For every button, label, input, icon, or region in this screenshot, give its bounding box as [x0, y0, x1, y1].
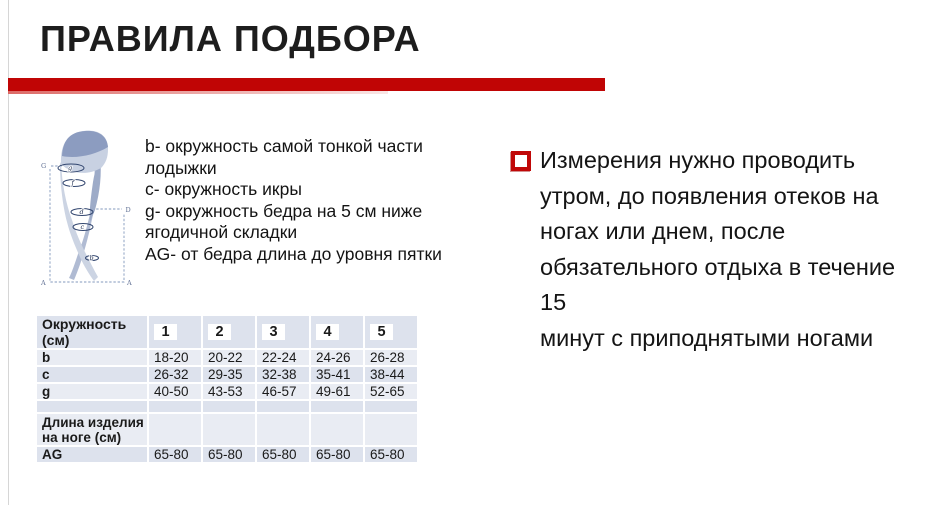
- front-leg-shape: [60, 162, 98, 281]
- note-text: Измерения нужно проводить утром, до появ…: [540, 143, 906, 356]
- band-label-b: b: [90, 254, 94, 262]
- empty-cell: [363, 399, 419, 414]
- corner-label-A-left: A: [40, 279, 46, 287]
- note-line: минут с приподнятыми ногами: [540, 324, 874, 351]
- empty-cell: [255, 412, 311, 447]
- size-header-cell: 3: [255, 314, 311, 350]
- title-accent-bar: [8, 78, 605, 91]
- empty-cell: [147, 399, 203, 414]
- cell: 65-80: [147, 445, 203, 464]
- size-header-cell: 5: [363, 314, 419, 350]
- row-label: c: [35, 365, 149, 384]
- table-row-spacer: [35, 399, 419, 414]
- empty-cell: [35, 399, 149, 414]
- table-row-g: g 40-50 43-53 46-57 49-61 52-65: [35, 382, 419, 401]
- definition-line: g- окружность бедра на 5 см ниже: [145, 200, 423, 221]
- size-header-cell: 4: [309, 314, 365, 350]
- cell: 24-26: [309, 348, 365, 367]
- table-row-length-header: Длина изделия на ноге (см): [35, 412, 419, 447]
- cell: 38-44: [363, 365, 419, 384]
- cell: 65-80: [255, 445, 311, 464]
- definition-line: c- окружность икры: [145, 179, 302, 199]
- band-letters: g f d c b: [67, 163, 94, 263]
- empty-cell: [147, 412, 203, 447]
- title-accent-bar-shadow: [8, 91, 388, 94]
- cell: 20-22: [201, 348, 257, 367]
- cell: 26-32: [147, 365, 203, 384]
- empty-cell: [255, 399, 311, 414]
- cell: 46-57: [255, 382, 311, 401]
- cell: 29-35: [201, 365, 257, 384]
- corner-label-A-right: A: [126, 279, 132, 287]
- note-line: утром, до появления отеков на: [540, 182, 879, 209]
- cell: 49-61: [309, 382, 365, 401]
- size-number: 1: [154, 324, 177, 340]
- row-label: b: [35, 348, 149, 367]
- legs-diagram-svg: g f d c b G D A A: [40, 130, 132, 287]
- leg-measurement-diagram: g f d c b G D A A: [38, 124, 148, 292]
- slide-edge-line: [8, 0, 9, 505]
- definition-line: b- окружность самой тонкой части: [145, 136, 423, 156]
- note-line: Измерения нужно проводить: [540, 147, 856, 173]
- size-number: 4: [316, 324, 339, 340]
- cell: 65-80: [201, 445, 257, 464]
- cell: 65-80: [309, 445, 365, 464]
- size-number: 2: [208, 324, 231, 340]
- empty-cell: [201, 399, 257, 414]
- page-title: ПРАВИЛА ПОДБОРА: [40, 18, 421, 59]
- size-header-cell: 1: [147, 314, 203, 350]
- note-line: обязательного отдыха в течение 15: [540, 253, 896, 316]
- row-label: g: [35, 382, 149, 401]
- row-label: Длина изделия на ноге (см): [35, 412, 149, 447]
- leg-shading: [89, 156, 101, 222]
- measurement-definitions: b- окружность самой тонкой части лодыжки…: [145, 136, 445, 265]
- cell: 40-50: [147, 382, 203, 401]
- measurement-note: Измерения нужно проводить утром, до появ…: [511, 143, 906, 356]
- band-label-c: c: [81, 223, 85, 231]
- square-bullet-icon: [511, 151, 531, 171]
- definition-line: лодыжки: [145, 157, 217, 178]
- table-row-c: c 26-32 29-35 32-38 35-41 38-44: [35, 365, 419, 384]
- cell: 22-24: [255, 348, 311, 367]
- hip-shade-shape: [62, 130, 108, 157]
- cell: 35-41: [309, 365, 365, 384]
- definition-line: ягодичной складки: [145, 222, 298, 242]
- band-label-f: f: [71, 179, 76, 187]
- cell: 52-65: [363, 382, 419, 401]
- row-label: AG: [35, 445, 149, 464]
- band-label-d: d: [80, 208, 84, 216]
- definition-line: AG- от бедра длина до уровня пятки: [145, 243, 442, 264]
- measurement-bands: [57, 163, 99, 261]
- size-number: 3: [262, 324, 285, 340]
- corner-letters: G D A A: [40, 162, 132, 287]
- table-row-b: b 18-20 20-22 22-24 24-26 26-28: [35, 348, 419, 367]
- cell: 65-80: [363, 445, 419, 464]
- corner-label-D: D: [126, 206, 131, 214]
- table-row-ag: AG 65-80 65-80 65-80 65-80 65-80: [35, 445, 419, 464]
- cell: 32-38: [255, 365, 311, 384]
- note-line: ногах или днем, после: [540, 218, 786, 244]
- empty-cell: [309, 412, 365, 447]
- corner-label-G: G: [41, 162, 46, 170]
- cell: 26-28: [363, 348, 419, 367]
- empty-cell: [363, 412, 419, 447]
- size-number: 5: [370, 324, 393, 340]
- table-header-row: Окружность (см) 1 2 3 4 5: [35, 314, 419, 350]
- empty-cell: [309, 399, 365, 414]
- empty-cell: [201, 412, 257, 447]
- size-table: Окружность (см) 1 2 3 4 5 b 18-20 20-22 …: [35, 314, 419, 464]
- size-header-cell: 2: [201, 314, 257, 350]
- column-header-label: Окружность (см): [35, 314, 149, 350]
- cell: 43-53: [201, 382, 257, 401]
- band-label-g: g: [68, 164, 72, 172]
- cell: 18-20: [147, 348, 203, 367]
